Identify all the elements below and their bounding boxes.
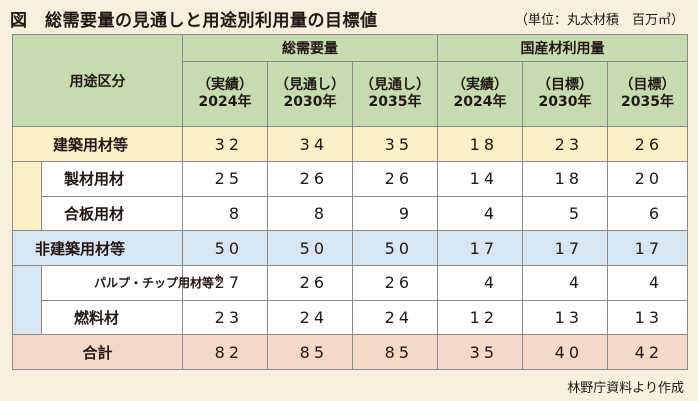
target-table: 用途区分 総需要量 国産材利用量 （実績） 2024年 （見通し） 2030年 （見… bbox=[12, 33, 689, 370]
cell: 17 bbox=[522, 230, 608, 266]
cell: 27 bbox=[182, 264, 268, 301]
cell: 35 bbox=[352, 126, 438, 163]
header-domestic-use: 国産材利用量 bbox=[436, 33, 689, 63]
page-title: 図 総需要量の見通しと用途別利用量の目標値 bbox=[10, 11, 378, 31]
cell: 4 bbox=[437, 264, 523, 301]
row-label: 製材用材 bbox=[41, 161, 183, 197]
group-indent bbox=[12, 265, 42, 301]
cell: 26 bbox=[352, 161, 438, 197]
row-label: 非建築用材等 bbox=[12, 230, 183, 266]
group-indent bbox=[12, 196, 42, 231]
cell: 13 bbox=[606, 299, 689, 336]
cell: 40 bbox=[522, 334, 608, 370]
table-row-total: 合計 82 85 85 35 40 42 bbox=[12, 334, 689, 370]
cell: 23 bbox=[522, 126, 608, 163]
table-row: 非建築用材等 50 50 50 17 17 17 bbox=[12, 230, 689, 266]
row-label: 燃料材 bbox=[41, 299, 183, 336]
table-row: 建築用材等 32 34 35 18 23 26 bbox=[12, 126, 689, 163]
col-header: （目標） 2030年 bbox=[522, 61, 608, 128]
cell: 82 bbox=[182, 334, 268, 370]
cell: 50 bbox=[267, 230, 353, 266]
row-label: 合計 bbox=[12, 334, 183, 370]
row-label: パルプ・チップ用材等※ bbox=[41, 264, 223, 301]
header-category: 用途区分 bbox=[12, 33, 183, 128]
cell: 9 bbox=[352, 195, 438, 232]
cell: 26 bbox=[606, 126, 689, 163]
cell: 8 bbox=[182, 195, 268, 232]
cell: 35 bbox=[437, 334, 523, 370]
col-header: （見通し） 2030年 bbox=[267, 61, 353, 128]
col-header: （実績） 2024年 bbox=[437, 61, 523, 128]
cell: 6 bbox=[606, 195, 689, 232]
cell: 26 bbox=[267, 264, 353, 301]
cell: 25 bbox=[182, 161, 268, 197]
cell: 50 bbox=[182, 230, 268, 266]
cell: 34 bbox=[267, 126, 353, 163]
cell: 26 bbox=[352, 264, 438, 301]
cell: 23 bbox=[182, 299, 268, 336]
unit-label: （単位：丸太材積 百万㎥） bbox=[514, 13, 684, 28]
table-row: 合板用材 8 8 9 4 5 6 bbox=[12, 195, 689, 232]
cell: 50 bbox=[352, 230, 438, 266]
cell: 4 bbox=[522, 264, 608, 301]
cell: 32 bbox=[182, 126, 268, 163]
cell: 4 bbox=[606, 264, 689, 301]
cell: 85 bbox=[267, 334, 353, 370]
cell: 8 bbox=[267, 195, 353, 232]
cell: 42 bbox=[606, 334, 689, 370]
header-total-demand: 総需要量 bbox=[182, 33, 438, 63]
cell: 13 bbox=[522, 299, 608, 336]
cell: 18 bbox=[437, 126, 523, 163]
col-header: （目標） 2035年 bbox=[606, 61, 689, 128]
group-indent bbox=[12, 161, 42, 197]
table-row: パルプ・チップ用材等※ 27 26 26 4 4 4 bbox=[12, 264, 689, 301]
cell: 24 bbox=[352, 299, 438, 336]
col-header: （見通し） 2035年 bbox=[352, 61, 438, 128]
cell: 12 bbox=[437, 299, 523, 336]
table-row: 製材用材 25 26 26 14 18 20 bbox=[12, 161, 689, 197]
cell: 17 bbox=[606, 230, 689, 266]
table-row: 燃料材 23 24 24 12 13 13 bbox=[12, 299, 689, 336]
cell: 85 bbox=[352, 334, 438, 370]
cell: 18 bbox=[522, 161, 608, 197]
cell: 24 bbox=[267, 299, 353, 336]
cell: 26 bbox=[267, 161, 353, 197]
group-indent bbox=[12, 300, 42, 335]
cell: 4 bbox=[437, 195, 523, 232]
row-label: 合板用材 bbox=[41, 195, 183, 232]
row-label: 建築用材等 bbox=[12, 126, 183, 163]
cell: 20 bbox=[606, 161, 689, 197]
cell: 14 bbox=[437, 161, 523, 197]
source-note: 林野庁資料より作成 bbox=[567, 381, 684, 396]
col-header: （実績） 2024年 bbox=[182, 61, 268, 128]
cell: 17 bbox=[437, 230, 523, 266]
cell: 5 bbox=[522, 195, 608, 232]
